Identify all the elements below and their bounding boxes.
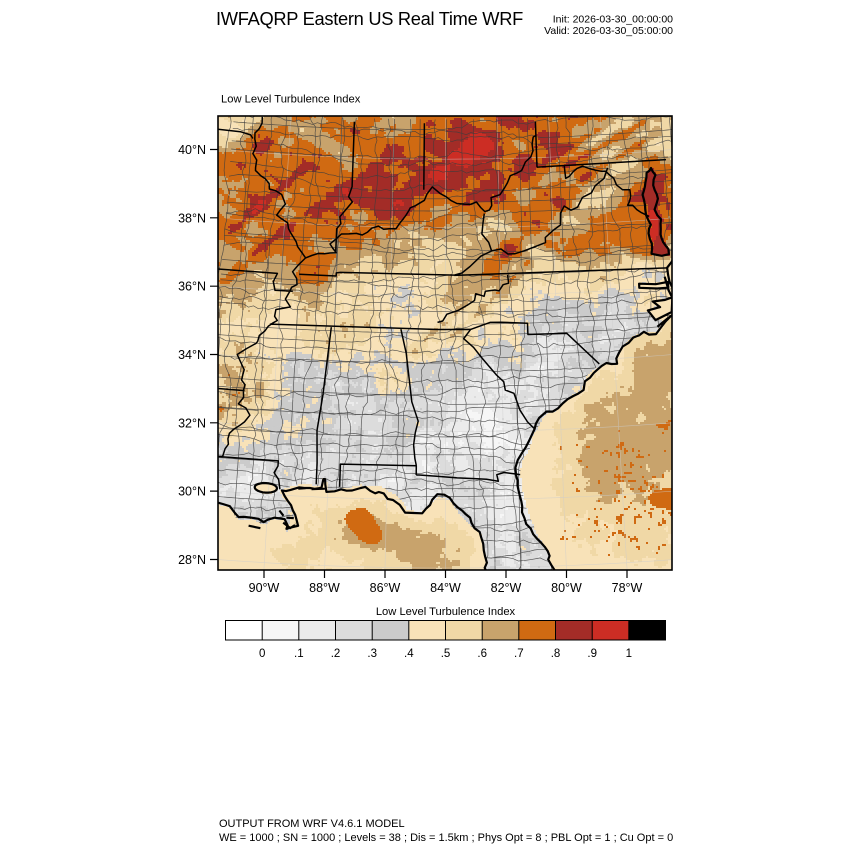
svg-text:34°N: 34°N [178, 348, 206, 362]
svg-text:28°N: 28°N [178, 553, 206, 567]
svg-text:86°W: 86°W [370, 581, 401, 595]
svg-text:78°W: 78°W [612, 581, 643, 595]
svg-text:90°W: 90°W [249, 581, 280, 595]
svg-text:.6: .6 [477, 648, 487, 660]
svg-text:0: 0 [259, 648, 265, 660]
svg-text:.4: .4 [404, 648, 414, 660]
svg-text:Low Level Turbulence Index: Low Level Turbulence Index [221, 94, 361, 106]
svg-text:.1: .1 [294, 648, 304, 660]
svg-text:36°N: 36°N [178, 280, 206, 294]
svg-text:Low Level Turbulence Index: Low Level Turbulence Index [376, 606, 516, 618]
svg-text:80°W: 80°W [551, 581, 582, 595]
svg-text:.3: .3 [367, 648, 377, 660]
svg-text:30°N: 30°N [178, 485, 206, 499]
svg-text:.5: .5 [441, 648, 451, 660]
svg-text:OUTPUT FROM WRF V4.6.1 MODEL: OUTPUT FROM WRF V4.6.1 MODEL [219, 818, 405, 830]
svg-text:.9: .9 [587, 648, 597, 660]
svg-text:WE = 1000 ; SN = 1000 ; Levels: WE = 1000 ; SN = 1000 ; Levels = 38 ; Di… [219, 832, 673, 844]
svg-text:IWFAQRP Eastern US Real Time W: IWFAQRP Eastern US Real Time WRF [216, 8, 523, 29]
svg-text:.8: .8 [551, 648, 561, 660]
svg-text:Valid: 2026-03-30_05:00:00: Valid: 2026-03-30_05:00:00 [544, 25, 673, 37]
svg-text:1: 1 [626, 648, 632, 660]
svg-text:40°N: 40°N [178, 143, 206, 157]
svg-text:32°N: 32°N [178, 416, 206, 430]
svg-text:82°W: 82°W [491, 581, 522, 595]
svg-text:.2: .2 [331, 648, 341, 660]
svg-text:38°N: 38°N [178, 211, 206, 225]
svg-text:.7: .7 [514, 648, 524, 660]
svg-text:84°W: 84°W [430, 581, 461, 595]
svg-text:88°W: 88°W [309, 581, 340, 595]
svg-text:Init: 2026-03-30_00:00:00: Init: 2026-03-30_00:00:00 [553, 14, 673, 26]
